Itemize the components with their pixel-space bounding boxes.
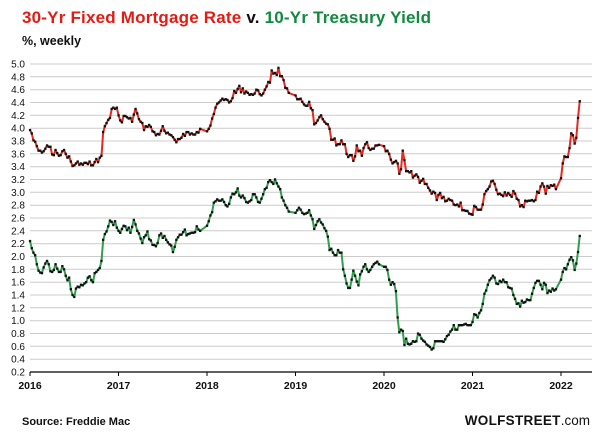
chart-title: 30-Yr Fixed Mortgage Rate v. 10-Yr Treas… [22,8,600,28]
svg-text:4.0: 4.0 [11,124,25,135]
svg-text:4.6: 4.6 [11,85,25,96]
title-versus-label: v. [241,8,265,27]
svg-text:1.8: 1.8 [11,265,25,276]
svg-text:0.2: 0.2 [11,368,25,379]
svg-text:2019: 2019 [284,380,308,392]
svg-text:1.6: 1.6 [11,278,25,289]
chart-subtitle: %, weekly [22,34,82,48]
svg-text:4.4: 4.4 [11,98,25,109]
svg-text:3.0: 3.0 [11,188,25,199]
svg-text:0.4: 0.4 [11,355,25,366]
svg-text:1.0: 1.0 [11,316,25,327]
svg-text:2020: 2020 [372,380,396,392]
svg-text:4.8: 4.8 [11,72,25,83]
wolfstreet-logo-bold: WOLFSTREET [464,413,561,428]
svg-text:2.6: 2.6 [11,214,25,225]
svg-text:2021: 2021 [461,380,485,392]
chart-svg: 0.2 0.4 0.6 0.8 1.0 1.21.4 1.6 1.8 2.0 2.2 2.42.6 2… [11,60,592,392]
svg-text:3.4: 3.4 [11,162,25,173]
svg-text:3.2: 3.2 [11,175,25,186]
svg-text:2016: 2016 [18,380,42,392]
svg-text:2.8: 2.8 [11,201,25,212]
svg-text:1.2: 1.2 [11,303,25,314]
title-treasury-label: 10-Yr Treasury Yield [264,8,432,27]
source-label: Source: Freddie Mac [22,416,131,428]
svg-text:5.0: 5.0 [11,60,25,71]
svg-text:0.6: 0.6 [11,342,25,353]
wolfstreet-logo: WOLFSTREET.com [465,413,590,428]
svg-text:2.4: 2.4 [11,226,25,237]
svg-text:3.6: 3.6 [11,149,25,160]
chart-footer: Source: Freddie Mac WOLFSTREET.com [0,413,600,428]
svg-text:2.0: 2.0 [11,252,25,263]
svg-text:2.2: 2.2 [11,239,25,250]
svg-text:4.2: 4.2 [11,111,25,122]
chart-area: 0.2 0.4 0.6 0.8 1.0 1.2 1.4 1.6 1.8 2.0 2.2 2.4 2.6 2… [0,54,600,402]
svg-text:2017: 2017 [107,380,131,392]
svg-text:1.4: 1.4 [11,291,25,302]
svg-text:2022: 2022 [549,380,573,392]
chart-header: 30-Yr Fixed Mortgage Rate v. 10-Yr Treas… [0,0,600,48]
wolfstreet-logo-rest: .com [560,413,590,428]
svg-text:0.8: 0.8 [11,329,25,340]
svg-text:3.8: 3.8 [11,137,25,148]
svg-text:2018: 2018 [195,380,219,392]
title-mortgage-label: 30-Yr Fixed Mortgage Rate [22,8,242,27]
